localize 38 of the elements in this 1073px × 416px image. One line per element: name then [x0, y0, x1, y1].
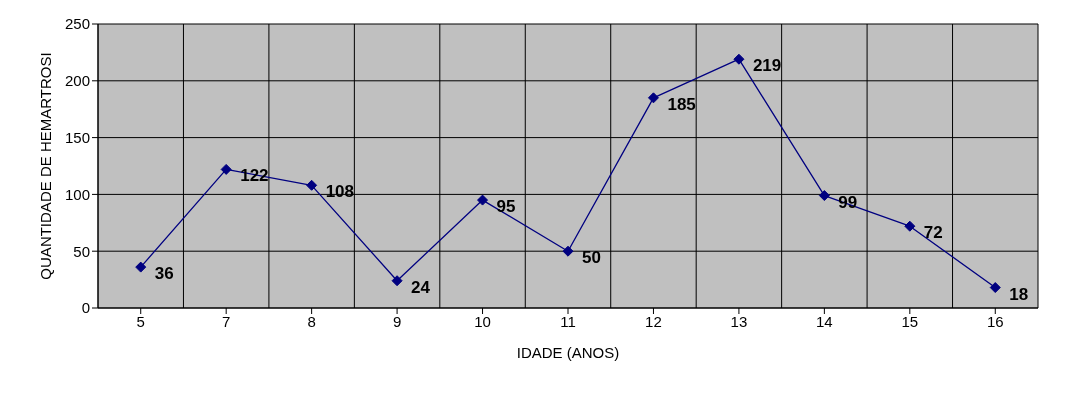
- y-tick-label: 150: [64, 128, 90, 146]
- point: [391, 275, 403, 287]
- point: [477, 194, 489, 206]
- y-tick-label: 250: [64, 15, 90, 33]
- point: [989, 282, 1001, 294]
- point: [904, 220, 916, 232]
- data-label: 50: [582, 248, 601, 268]
- y-tick-label: 50: [73, 242, 90, 260]
- data-label: 18: [1009, 284, 1029, 304]
- x-tick-label: 15: [901, 312, 919, 330]
- x-tick-label: 7: [222, 312, 231, 330]
- point: [135, 261, 147, 273]
- data-label: 95: [496, 197, 516, 217]
- x-tick-label: 13: [730, 312, 748, 330]
- y-tick-label: 200: [64, 72, 90, 90]
- x-tick-label: 10: [474, 312, 491, 330]
- point: [306, 179, 318, 191]
- point: [647, 92, 659, 104]
- y-tick-label: 100: [64, 185, 90, 203]
- y-axis-title: QUANTIDADE DE HEMARTROSI: [37, 52, 55, 280]
- point: [818, 190, 830, 202]
- x-tick-label: 5: [136, 312, 145, 330]
- data-label: 185: [667, 94, 696, 114]
- data-label: 72: [923, 223, 943, 243]
- point: [562, 245, 574, 257]
- data-label: 219: [752, 56, 782, 76]
- point: [220, 163, 232, 175]
- x-tick-label: 12: [645, 312, 662, 330]
- point: [733, 53, 745, 65]
- x-tick-label: 16: [986, 312, 1004, 330]
- x-tick-label: 14: [816, 312, 833, 330]
- x-tick-label: 11: [560, 312, 576, 330]
- x-axis-title: IDADE (ANOS): [516, 344, 620, 361]
- y-tick-label: 0: [81, 299, 90, 317]
- x-tick-label: 8: [307, 312, 316, 330]
- x-tick-label: 9: [392, 312, 402, 330]
- data-label: 24: [411, 277, 431, 297]
- data-label: 36: [154, 264, 174, 284]
